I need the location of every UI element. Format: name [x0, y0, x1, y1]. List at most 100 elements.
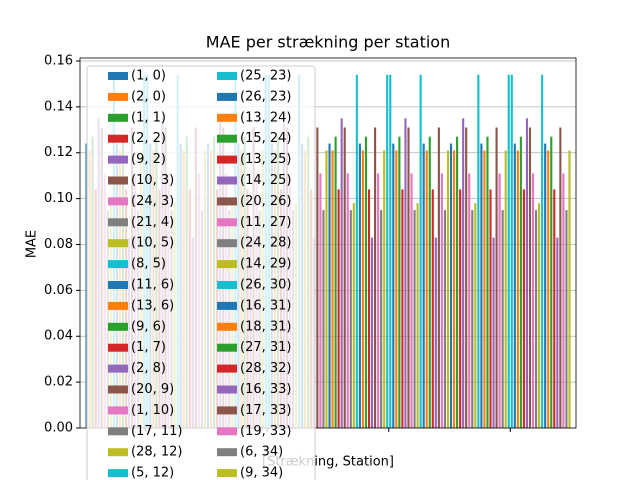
bar: [565, 210, 568, 428]
bar: [562, 173, 565, 428]
legend-label: (16, 31): [240, 298, 292, 313]
bar: [568, 150, 571, 428]
legend-label: (9, 6): [131, 319, 166, 334]
bar: [477, 74, 480, 429]
legend-label: (1, 1): [131, 110, 166, 125]
bar: [355, 74, 358, 429]
legend-label: (14, 25): [240, 173, 292, 188]
bar: [486, 136, 489, 428]
bar: [541, 74, 544, 429]
bar: [337, 189, 340, 428]
legend-swatch: [217, 469, 237, 478]
bar: [440, 173, 443, 428]
bar: [392, 143, 395, 428]
bar: [413, 210, 416, 428]
legend-swatch: [108, 322, 128, 331]
legend-label: (17, 33): [240, 403, 292, 418]
bar: [510, 74, 513, 429]
bar: [519, 136, 522, 428]
legend-swatch: [217, 301, 237, 310]
bar: [352, 203, 355, 428]
bar: [538, 203, 541, 428]
bar: [501, 210, 504, 428]
legend-swatch: [217, 92, 237, 101]
bar: [513, 143, 516, 428]
bar: [370, 237, 374, 428]
legend-label: (24, 28): [240, 236, 292, 251]
legend-swatch: [217, 72, 237, 80]
legend-label: (1, 10): [131, 403, 174, 418]
bar: [407, 127, 410, 428]
legend-swatch: [108, 197, 128, 206]
legend-swatch: [108, 239, 128, 248]
legend-label: (11, 6): [131, 278, 174, 293]
bar: [319, 173, 322, 428]
bar: [377, 173, 380, 428]
legend-label: (14, 29): [240, 257, 292, 272]
bar: [334, 136, 337, 428]
bar: [343, 127, 346, 428]
legend-label: (8, 5): [131, 257, 166, 272]
legend-swatch: [108, 113, 128, 122]
bar: [559, 127, 562, 428]
legend-swatch: [217, 364, 237, 373]
bar: [361, 150, 364, 428]
legend-swatch: [108, 176, 128, 185]
chart-title: MAE per strækning per station: [206, 33, 450, 52]
legend-swatch: [217, 155, 237, 164]
legend-label: (11, 27): [240, 215, 292, 230]
legend-label: (5, 12): [131, 466, 174, 480]
legend-label: (24, 3): [131, 194, 174, 209]
legend-swatch: [217, 281, 237, 289]
legend-swatch: [217, 343, 237, 352]
bar: [474, 203, 477, 428]
bar: [316, 127, 319, 428]
legend-swatch: [108, 301, 128, 310]
legend-label: (2, 0): [131, 89, 166, 104]
bar: [346, 173, 349, 428]
legend: (1, 0) (2, 0) (1, 1) (2, 2) (9, 2) (10, 3) (24…: [86, 65, 316, 480]
y-tick-label: 0.14: [44, 99, 73, 114]
legend-label: (1, 7): [131, 340, 166, 355]
y-tick-label: 0.12: [44, 145, 73, 160]
legend-swatch: [108, 92, 128, 101]
legend-label: (10, 5): [131, 236, 174, 251]
bar: [431, 189, 434, 428]
legend-swatch: [108, 364, 128, 373]
legend-swatch: [108, 448, 128, 457]
bar: [358, 143, 361, 428]
legend-label: (21, 4): [131, 215, 174, 230]
bar: [550, 136, 553, 428]
bar: [325, 150, 328, 428]
bar: [367, 189, 371, 428]
legend-label: (13, 6): [131, 298, 174, 313]
bar: [416, 203, 419, 428]
legend-label: (13, 24): [240, 110, 292, 125]
bar: [401, 189, 404, 428]
legend-label: (25, 23): [240, 69, 292, 84]
legend-label: (20, 9): [131, 382, 174, 397]
legend-label: (17, 11): [131, 424, 183, 439]
legend-swatch: [217, 406, 237, 415]
legend-swatch: [108, 406, 128, 415]
y-tick-label: 0.06: [44, 283, 73, 298]
bar: [471, 210, 474, 428]
bar: [398, 136, 401, 428]
legend-label: (9, 2): [131, 152, 166, 167]
bar: [553, 189, 556, 428]
legend-swatch: [108, 343, 128, 352]
legend-swatch: [108, 469, 128, 478]
y-axis-label: MAE: [25, 230, 40, 258]
bar: [522, 189, 525, 428]
bar: [428, 136, 431, 428]
legend-swatch: [217, 385, 237, 394]
bar: [331, 150, 334, 428]
bar: [395, 150, 398, 428]
y-tick-label: 0.08: [44, 237, 73, 252]
bar: [468, 173, 471, 428]
bar: [340, 118, 343, 428]
bar: [465, 127, 468, 428]
legend-label: (28, 32): [240, 361, 292, 376]
legend-box: [86, 65, 316, 480]
